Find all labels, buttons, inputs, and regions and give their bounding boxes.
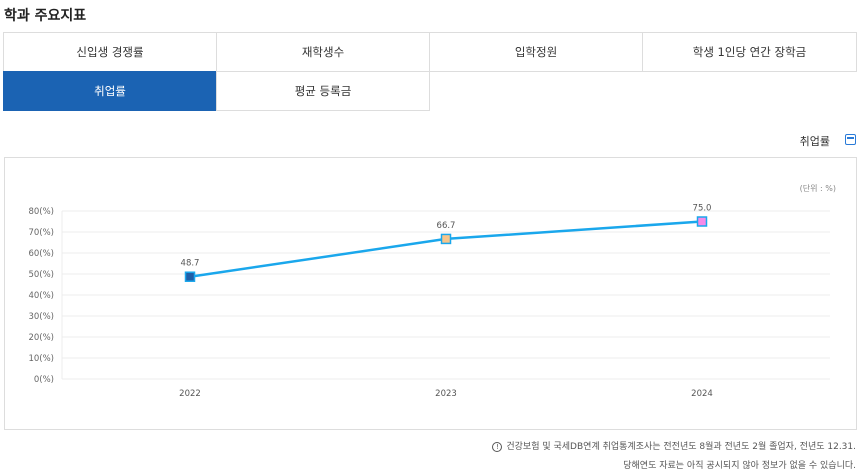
data-point <box>696 216 708 227</box>
tab-scholarship-per-student[interactable]: 학생 1인당 연간 장학금 <box>642 32 857 72</box>
y-tick-label: 10(%) <box>28 354 54 364</box>
x-tick-label: 2022 <box>179 389 201 399</box>
y-tick-label: 20(%) <box>28 333 54 343</box>
page-title: 학과 주요지표 <box>4 8 87 24</box>
chart-container <box>4 157 857 430</box>
chart-label: 취업률 <box>799 135 830 148</box>
y-tick-label: 70(%) <box>28 228 54 238</box>
y-tick-label: 60(%) <box>28 249 54 259</box>
info-icon: ! <box>492 442 503 452</box>
tab-employment-rate[interactable]: 취업률 <box>3 71 217 111</box>
y-tick-label: 0(%) <box>34 375 54 385</box>
tab-admission-quota[interactable]: 입학정원 <box>429 32 643 72</box>
data-point <box>440 233 452 245</box>
note-text-1: 건강보험 및 국세DB연계 취업통계조사는 전전년도 8월과 전년도 2월 졸업… <box>506 442 856 452</box>
download-icon[interactable] <box>845 134 856 145</box>
y-tick-label: 50(%) <box>28 270 54 280</box>
tab-average-tuition[interactable]: 평균 등록금 <box>216 71 430 111</box>
data-label: 66.7 <box>437 221 456 231</box>
unit-label: (단위 : %) <box>799 184 836 193</box>
data-label: 48.7 <box>181 259 200 269</box>
y-tick-label: 30(%) <box>28 312 54 322</box>
y-tick-label: 80(%) <box>28 207 54 217</box>
y-tick-label: 40(%) <box>28 291 54 301</box>
data-label: 75.0 <box>693 204 712 214</box>
x-tick-label: 2023 <box>435 389 457 399</box>
data-point <box>184 271 196 282</box>
note-line-2: 당해연도 자료는 아직 공시되지 않아 정보가 없을 수 있습니다. <box>623 461 856 471</box>
x-tick-label: 2024 <box>691 389 713 399</box>
note-line-1: ! 건강보험 및 국세DB연계 취업통계조사는 전전년도 8월과 전년도 2월 졸… <box>492 439 856 452</box>
